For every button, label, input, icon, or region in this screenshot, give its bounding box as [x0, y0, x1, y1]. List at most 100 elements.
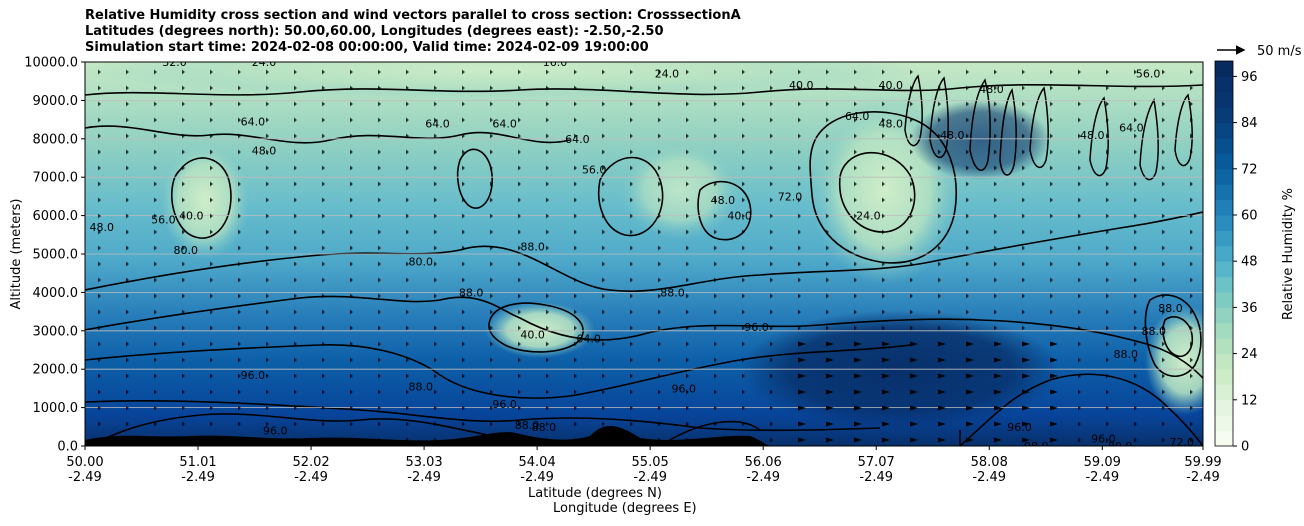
wind-vector	[518, 245, 521, 251]
wind-vector	[798, 357, 806, 363]
colorbar-tick-label: 36	[1241, 301, 1258, 316]
wind-vector	[1050, 277, 1053, 283]
wind-vector	[658, 277, 661, 283]
wind-vector	[518, 69, 521, 75]
wind-vector	[770, 85, 773, 91]
wind-vector	[1078, 69, 1081, 75]
wind-vector	[490, 421, 493, 427]
wind-vector	[1162, 149, 1165, 155]
wind-vector	[1022, 149, 1025, 155]
wind-vector	[826, 101, 829, 107]
wind-vector	[154, 373, 157, 379]
wind-vector	[322, 325, 325, 331]
wind-vector	[686, 437, 689, 443]
wind-vector	[938, 405, 946, 411]
wind-vector	[98, 101, 101, 107]
wind-vector	[826, 181, 829, 187]
wind-vector	[294, 277, 297, 283]
y-tick-label: 0.0	[57, 440, 78, 455]
wind-vector	[686, 357, 689, 363]
wind-vector	[574, 277, 577, 283]
wind-vector	[1050, 261, 1053, 267]
contour-label: 88.0	[515, 419, 540, 432]
x-tick-label-lon: -2.49	[859, 470, 893, 485]
wind-vector	[854, 213, 857, 219]
wind-vector	[322, 341, 325, 347]
wind-vector	[742, 133, 745, 139]
wind-vector	[686, 261, 689, 267]
wind-vector	[658, 437, 661, 443]
wind-vector	[1078, 213, 1081, 219]
wind-vector	[574, 325, 577, 331]
wind-vector	[126, 373, 129, 379]
wind-vector	[406, 277, 409, 283]
wind-vector	[210, 149, 213, 155]
x-tick-label-lat: 53.03	[405, 455, 442, 470]
wind-vector	[574, 101, 577, 107]
wind-vector	[1134, 117, 1137, 123]
wind-vector	[1078, 229, 1081, 235]
wind-vector	[238, 437, 241, 443]
wind-vector	[826, 389, 834, 395]
wind-vector	[602, 261, 605, 267]
wind-vector	[294, 117, 297, 123]
wind-vector	[574, 245, 577, 251]
wind-vector	[1078, 421, 1081, 427]
wind-vector	[910, 405, 918, 411]
wind-vector	[1190, 149, 1193, 155]
wind-vector	[994, 149, 997, 155]
wind-vector	[798, 69, 801, 75]
wind-vector	[574, 69, 577, 75]
wind-vector	[294, 181, 297, 187]
wind-vector	[770, 309, 773, 315]
wind-vector	[602, 341, 605, 347]
wind-vector	[1022, 373, 1030, 379]
wind-vector	[546, 197, 549, 203]
wind-vector	[882, 133, 885, 139]
quiver-key-label: 50 m/s	[1257, 44, 1302, 59]
colorbar-band	[1215, 369, 1233, 385]
wind-vector	[350, 373, 353, 379]
wind-vector	[1106, 293, 1109, 299]
wind-vector	[938, 181, 941, 187]
wind-vector	[938, 229, 941, 235]
wind-vector	[1190, 277, 1193, 283]
wind-vector	[602, 293, 605, 299]
wind-vector	[406, 197, 409, 203]
x-tick-label-lon: -2.49	[520, 470, 554, 485]
wind-vector	[1022, 229, 1025, 235]
wind-vector	[826, 437, 834, 443]
wind-vector	[602, 149, 605, 155]
wind-vector	[966, 229, 969, 235]
wind-vector	[882, 325, 885, 331]
wind-vector	[294, 69, 297, 75]
wind-vector	[210, 373, 213, 379]
contour-label: 64.0	[425, 117, 450, 130]
wind-vector	[294, 149, 297, 155]
wind-vector	[630, 101, 633, 107]
wind-vector	[714, 373, 717, 379]
wind-vector	[378, 85, 381, 91]
wind-vector	[350, 165, 353, 171]
wind-vector	[98, 373, 101, 379]
wind-vector	[98, 405, 101, 411]
wind-vector	[1078, 437, 1081, 443]
wind-vector	[378, 133, 381, 139]
wind-vector	[1162, 245, 1165, 251]
chart-title-line-1: Relative Humidity cross section and wind…	[85, 8, 741, 23]
wind-vector	[882, 421, 890, 427]
wind-vector	[126, 85, 129, 91]
wind-vector	[294, 197, 297, 203]
wind-vector	[1106, 85, 1109, 91]
wind-vector	[182, 213, 185, 219]
colorbar-tick-label: 48	[1241, 255, 1258, 270]
wind-vector	[1106, 309, 1109, 315]
colorbar-tick-label: 0	[1241, 440, 1249, 455]
wind-vector	[938, 213, 941, 219]
wind-vector	[406, 261, 409, 267]
wind-vector	[238, 277, 241, 283]
wind-vector	[210, 357, 213, 363]
wind-vector	[1078, 373, 1081, 379]
wind-vector	[378, 405, 381, 411]
wind-vector	[350, 261, 353, 267]
